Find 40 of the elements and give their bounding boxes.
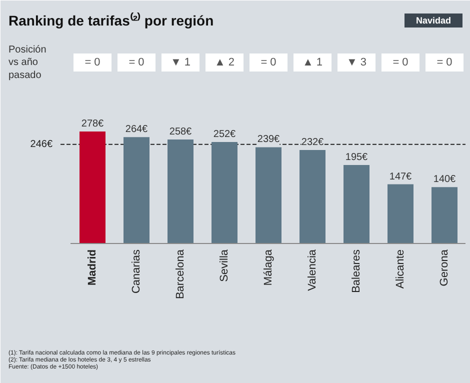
text: ▲ 2 [214, 56, 235, 68]
text: = 0 [260, 56, 276, 68]
bar [124, 137, 150, 244]
data-label: 140€ [433, 174, 456, 186]
text: ▼ 1 [170, 56, 191, 68]
ref-line-label: 246€ [30, 138, 53, 150]
text: = 0 [436, 56, 452, 68]
x-tick-label: Málaga [262, 248, 274, 286]
x-tick-label: Canarias [130, 249, 142, 294]
bar [168, 140, 194, 244]
data-label: 195€ [345, 152, 368, 163]
x-tick-label: Baleares [350, 249, 362, 293]
x-tick-label: Sevilla [218, 248, 230, 282]
text: ▲ 1 [302, 56, 323, 68]
x-tick-label: Barcelona [174, 248, 186, 300]
chart-subtitle: Navidad [416, 16, 452, 26]
data-label: 264€ [125, 124, 148, 136]
bar [344, 164, 370, 244]
bar [388, 184, 414, 244]
text: = 0 [392, 56, 408, 68]
bar [432, 187, 458, 244]
bar [80, 132, 106, 244]
data-label: 278€ [81, 118, 104, 130]
bar [256, 147, 282, 244]
data-label: 252€ [213, 128, 236, 140]
text: = 0 [128, 56, 144, 68]
bar [212, 142, 238, 244]
text: Posición vs año pasado [8, 44, 46, 81]
text: ▼ 3 [346, 56, 367, 68]
bar [300, 150, 326, 244]
data-label: 258€ [169, 126, 192, 138]
data-label: 147€ [389, 171, 412, 182]
x-tick-label: Madrid [86, 249, 98, 286]
x-tick-label: Alicante [394, 249, 406, 289]
x-tick-label: Valencia [306, 248, 318, 291]
data-label: 239€ [257, 134, 280, 146]
chart-title: Ranking de tarifas⁽²⁾ por región [8, 12, 214, 28]
data-label: 232€ [301, 137, 324, 148]
x-tick-label: Gerona [438, 248, 450, 286]
text: = 0 [84, 56, 100, 68]
